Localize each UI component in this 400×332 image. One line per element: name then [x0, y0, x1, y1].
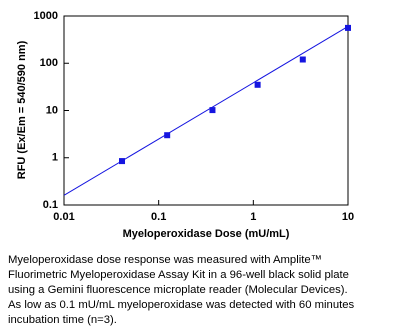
y-axis-label: RFU (Ex/Em = 540/590 nm)	[16, 40, 28, 179]
x-tick-label: 0.01	[53, 211, 74, 223]
data-point	[254, 81, 261, 88]
x-tick-label: 10	[342, 211, 354, 223]
caption-line: using a Gemini fluorescence microplate r…	[8, 284, 348, 296]
caption-line: Myeloperoxidase dose response was measur…	[8, 254, 322, 266]
y-tick-label: 0.1	[43, 199, 58, 211]
y-tick-label: 1	[52, 152, 58, 164]
x-axis-label: Myeloperoxidase Dose (mU/mL)	[123, 228, 290, 240]
caption-line: As low as 0.1 mU/mL myeloperoxidase was …	[8, 299, 355, 311]
data-point	[209, 107, 216, 114]
caption-line: incubation time (n=3).	[8, 314, 117, 326]
y-tick-label: 1000	[34, 10, 58, 22]
fit-line	[63, 26, 349, 196]
data-point	[119, 158, 126, 165]
data-point	[299, 56, 306, 63]
y-tick-label: 100	[40, 57, 58, 69]
y-tick-label: 10	[46, 104, 58, 116]
x-tick-label: 0.1	[151, 211, 166, 223]
data-point	[345, 24, 351, 31]
x-tick-label: 1	[250, 211, 256, 223]
caption-line: Fluorimetric Myeloperoxidase Assay Kit i…	[8, 269, 349, 281]
data-point	[164, 132, 171, 139]
